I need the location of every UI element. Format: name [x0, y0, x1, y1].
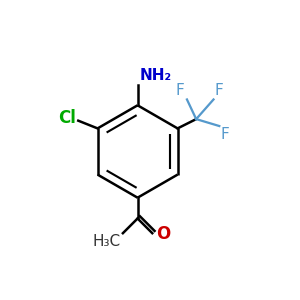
- Text: O: O: [156, 225, 170, 243]
- Text: NH₂: NH₂: [140, 68, 172, 83]
- Text: Cl: Cl: [58, 110, 76, 128]
- Text: F: F: [176, 83, 184, 98]
- Text: H₃C: H₃C: [92, 234, 121, 249]
- Text: F: F: [220, 127, 229, 142]
- Text: F: F: [215, 83, 224, 98]
